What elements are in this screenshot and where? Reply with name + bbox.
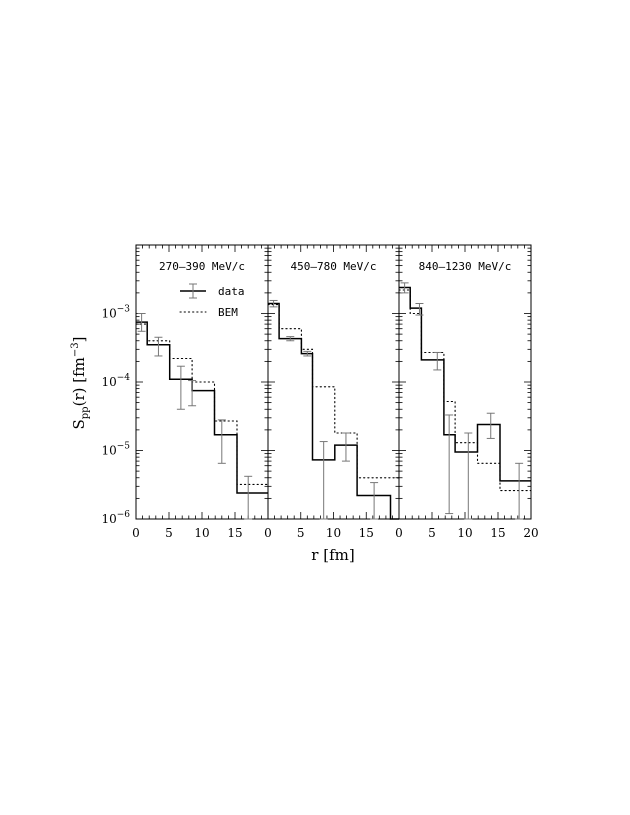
error-bar [433, 351, 442, 371]
x-tick-label: 5 [297, 526, 305, 540]
y-title-unit-post: ] [70, 337, 88, 343]
panel-2: 0 5 10 15 450–780 MeV/c [264, 244, 400, 540]
x-tick-label: 0 [132, 526, 140, 540]
bem-histogram [267, 304, 400, 479]
error-bar [137, 313, 146, 332]
error-bar [269, 299, 278, 308]
x-tick-label: 20 [523, 526, 538, 540]
bem-histogram [398, 289, 532, 492]
legend-data-label: data [218, 285, 245, 298]
panel-label: 840–1230 MeV/c [419, 260, 512, 273]
error-bar [154, 336, 163, 357]
x-tick-label: 0 [395, 526, 403, 540]
panel-label: 270–390 MeV/c [159, 260, 245, 273]
error-bar [464, 432, 473, 520]
error-bar [370, 482, 379, 520]
x-tick-label: 10 [457, 526, 472, 540]
y-tick-exp: −3 [117, 305, 131, 315]
y-axis-title: Spp(r) [fm−3] [70, 337, 91, 430]
y-title-unit-pre: [fm [70, 357, 88, 383]
y-tick-base: 10 [101, 375, 116, 389]
y-tick-exp: −5 [117, 442, 131, 452]
data-histogram [399, 286, 531, 482]
error-bar [188, 380, 197, 407]
x-tick-label: 10 [194, 526, 209, 540]
y-tick-base: 10 [101, 512, 116, 526]
x-tick-label: 15 [227, 526, 242, 540]
panels-layer: 0 5 10 15 270–390 MeV/c 0 5 10 15 450–780 MeV/c 0 5… [101, 244, 539, 540]
y-tick-exp: −4 [117, 373, 131, 383]
error-bar [486, 412, 495, 439]
x-tick-label: 5 [428, 526, 436, 540]
error-bar [286, 336, 295, 342]
y-title-sub: pp [80, 406, 91, 419]
data-histogram [136, 321, 268, 494]
legend: data BEM [179, 283, 245, 319]
legend-bem-label: BEM [218, 306, 238, 319]
x-axis-title: r [fm] [311, 546, 354, 564]
panel-frame [398, 244, 532, 520]
error-bar [445, 414, 454, 515]
x-tick-label: 10 [326, 526, 341, 540]
y-tick-label: 10−3 [101, 305, 130, 321]
y-title-arg: (r) [70, 388, 88, 407]
x-tick-label: 15 [359, 526, 374, 540]
y-tick-label: 10−6 [101, 510, 130, 526]
x-tick-label: 15 [490, 526, 505, 540]
panel-frame [267, 244, 400, 520]
y-title-main: S [70, 419, 88, 429]
error-bar [176, 365, 185, 410]
y-tick-base: 10 [101, 307, 116, 321]
error-bar [341, 432, 350, 462]
bem-histogram [135, 323, 269, 485]
error-bar [217, 419, 226, 464]
y-tick-label: 10−4 [101, 373, 130, 389]
y-title-unit-exp: −3 [70, 342, 81, 357]
y-tick-label: 10−5 [101, 442, 130, 458]
x-tick-label: 5 [165, 526, 173, 540]
y-tick-base: 10 [101, 444, 116, 458]
error-bar [515, 462, 524, 520]
error-bar [319, 441, 328, 520]
error-bar [415, 302, 424, 316]
panel-3: 0 5 10 15 20 840–1230 MeV/c [395, 244, 539, 540]
error-bar [400, 282, 409, 294]
panel-label: 450–780 MeV/c [290, 260, 376, 273]
error-bar [303, 350, 312, 357]
x-title-unit: [fm] [323, 546, 354, 564]
data-histogram [268, 302, 399, 520]
x-title-main: r [311, 546, 319, 564]
x-tick-label: 0 [264, 526, 272, 540]
y-tick-exp: −6 [117, 510, 131, 520]
panel-1: 0 5 10 15 270–390 MeV/c [132, 244, 269, 540]
error-bar [244, 475, 253, 520]
